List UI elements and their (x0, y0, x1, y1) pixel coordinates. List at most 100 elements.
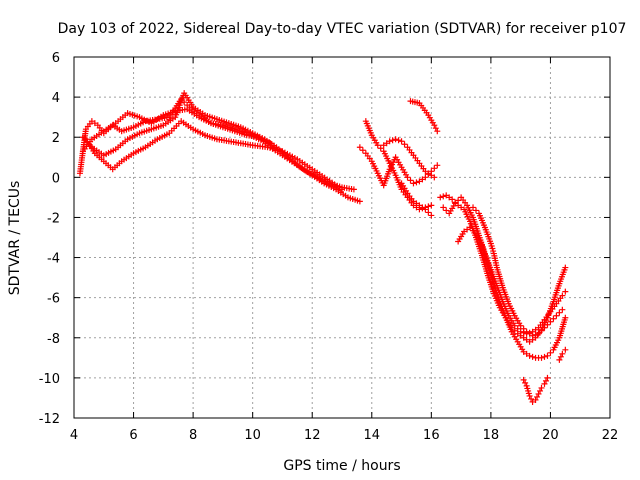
data-point (359, 147, 366, 154)
data-point (440, 204, 447, 211)
data-point (556, 309, 563, 316)
data-point (422, 174, 429, 181)
data-point (410, 180, 417, 187)
x-tick-label: 18 (483, 428, 500, 443)
data-point (434, 128, 441, 135)
data-point (534, 393, 541, 400)
y-tick-label: -2 (47, 211, 60, 226)
data-point (529, 332, 536, 339)
data-point (520, 325, 527, 332)
data-point (528, 395, 535, 402)
series-track-l (455, 224, 569, 361)
series-track-g (380, 136, 438, 181)
y-axis-title: SDTVAR / TECUs (7, 181, 23, 296)
x-tick-label: 22 (602, 428, 619, 443)
data-point (522, 379, 529, 386)
x-tick-label: 10 (244, 428, 261, 443)
data-point (532, 331, 539, 338)
data-point (537, 387, 544, 394)
data-point (550, 315, 557, 322)
series-track-m (470, 204, 566, 339)
data-point (431, 122, 438, 129)
data-point (432, 125, 439, 132)
y-tick-label: -6 (47, 292, 60, 307)
data-point (437, 194, 444, 201)
data-point (562, 314, 569, 321)
data-point (544, 374, 551, 381)
y-tick-label: -10 (39, 372, 60, 387)
chart-title: Day 103 of 2022, Sidereal Day-to-day VTE… (58, 21, 627, 37)
data-point (428, 212, 435, 219)
series-track-c (82, 118, 345, 193)
grid-layer (74, 57, 610, 418)
data-point (356, 144, 363, 151)
series-track-e (356, 144, 441, 189)
data-point (356, 198, 363, 205)
data-point (538, 327, 545, 334)
data-point (544, 352, 551, 359)
data-point (422, 206, 429, 213)
y-tick-label: 6 (52, 51, 60, 66)
y-tick-label: 0 (52, 171, 60, 186)
data-point (425, 209, 432, 216)
x-tick-label: 6 (129, 428, 137, 443)
x-tick-label: 4 (70, 428, 78, 443)
data-point (562, 264, 569, 271)
data-point (562, 346, 569, 353)
x-tick-label: 12 (304, 428, 321, 443)
y-tick-label: 2 (52, 131, 60, 146)
data-point (542, 377, 549, 384)
data-point (428, 202, 435, 209)
data-point (511, 322, 518, 329)
data-point (553, 312, 560, 319)
data-point (559, 306, 566, 313)
x-axis-title: GPS time / hours (283, 458, 400, 474)
data-point (517, 328, 524, 335)
data-point (395, 137, 402, 144)
x-tick-label: 8 (189, 428, 197, 443)
data-point (535, 330, 542, 337)
data-point (526, 352, 533, 359)
data-point (350, 186, 357, 193)
data-point (392, 136, 399, 143)
series-track-b (79, 90, 363, 205)
x-tick-label: 20 (542, 428, 559, 443)
data-point (267, 140, 274, 147)
data-point (559, 350, 566, 357)
data-point (556, 356, 563, 363)
data-point (529, 353, 536, 360)
data-point (339, 186, 345, 193)
series-track-h (407, 98, 441, 135)
data-point (389, 137, 396, 144)
data-point (431, 165, 438, 172)
x-tick-label: 14 (364, 428, 381, 443)
data-point (526, 392, 533, 399)
data-point (386, 138, 393, 145)
data-point (431, 174, 438, 181)
data-point (538, 384, 545, 391)
data-point (535, 390, 542, 397)
data-point (413, 179, 420, 186)
y-tick-label: -12 (39, 412, 60, 427)
x-tick-label: 16 (423, 428, 440, 443)
data-point (514, 325, 521, 332)
y-tick-label: -8 (47, 332, 60, 347)
data-point (434, 162, 441, 169)
data-point (440, 193, 447, 200)
data-point (401, 141, 408, 148)
data-point (449, 196, 456, 203)
data-point (541, 380, 548, 387)
data-point (452, 200, 459, 207)
data-point (407, 177, 414, 184)
tick-layer: 4 6 8 10 12 14 16 18 20 22 -12 -10 -8 -6 -4 -2 0 2 4 6 (39, 51, 619, 443)
data-point (377, 145, 384, 152)
data-point (541, 353, 548, 360)
data-point (473, 207, 479, 214)
data-point (425, 203, 432, 210)
y-tick-label: -4 (47, 252, 60, 267)
data-point (404, 174, 411, 181)
data-point (374, 142, 381, 149)
series-track-o (556, 346, 569, 363)
data-point (470, 204, 477, 211)
